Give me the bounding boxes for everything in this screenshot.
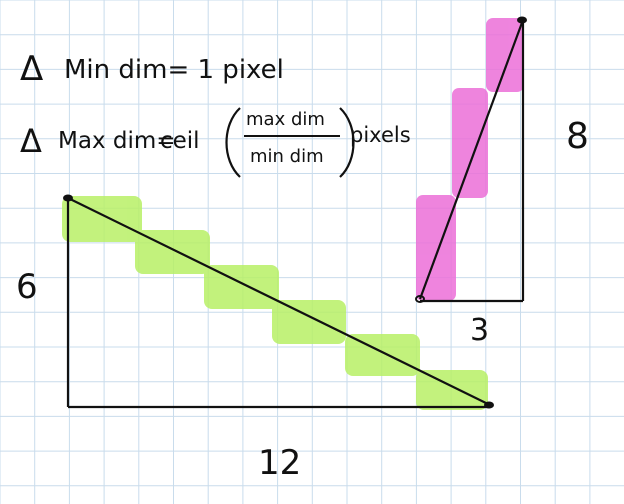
formula-max-dim: Δ Max dim= ceil max dim min dim pixels: [20, 107, 411, 178]
pixel-highlight: [416, 195, 456, 301]
min-dim-text: Min dim= 1 pixel: [64, 55, 284, 85]
ceil-function-text: ceil: [160, 128, 200, 154]
delta-symbol: Δ: [20, 49, 43, 89]
pixels-unit-text: pixels: [350, 123, 411, 147]
right-triangle-hypotenuse: [418, 19, 525, 300]
left-height-label: 6: [16, 267, 38, 307]
left-triangle-hypotenuse: [67, 197, 491, 406]
pixel-highlight: [452, 88, 488, 198]
left-pixel-highlights: [62, 196, 488, 410]
pixel-highlight: [345, 334, 420, 376]
pixel-highlight: [204, 265, 279, 309]
right-triangle: [418, 19, 525, 303]
pixel-highlight: [416, 370, 488, 410]
right-parenthesis: [339, 107, 355, 178]
delta-symbol: Δ: [20, 122, 42, 160]
left-end-point: [484, 401, 494, 409]
formula-min-dim: Δ Min dim= 1 pixel: [20, 49, 284, 89]
left-triangle: [66, 197, 491, 409]
right-width-label: 3: [470, 313, 489, 348]
left-start-point: [63, 194, 73, 202]
pixel-highlight: [272, 300, 346, 344]
right-start-point: [415, 295, 425, 303]
pixel-highlight: [486, 18, 524, 92]
left-width-label: 12: [258, 443, 301, 483]
max-dim-text: Max dim=: [58, 128, 176, 154]
fraction-numerator: max dim: [246, 109, 325, 130]
pixel-highlight: [62, 196, 142, 242]
left-parenthesis: [225, 107, 241, 178]
right-height-label: 8: [566, 116, 589, 157]
right-end-point: [517, 16, 527, 24]
fraction-denominator: min dim: [250, 146, 324, 167]
right-pixel-highlights: [416, 18, 524, 301]
